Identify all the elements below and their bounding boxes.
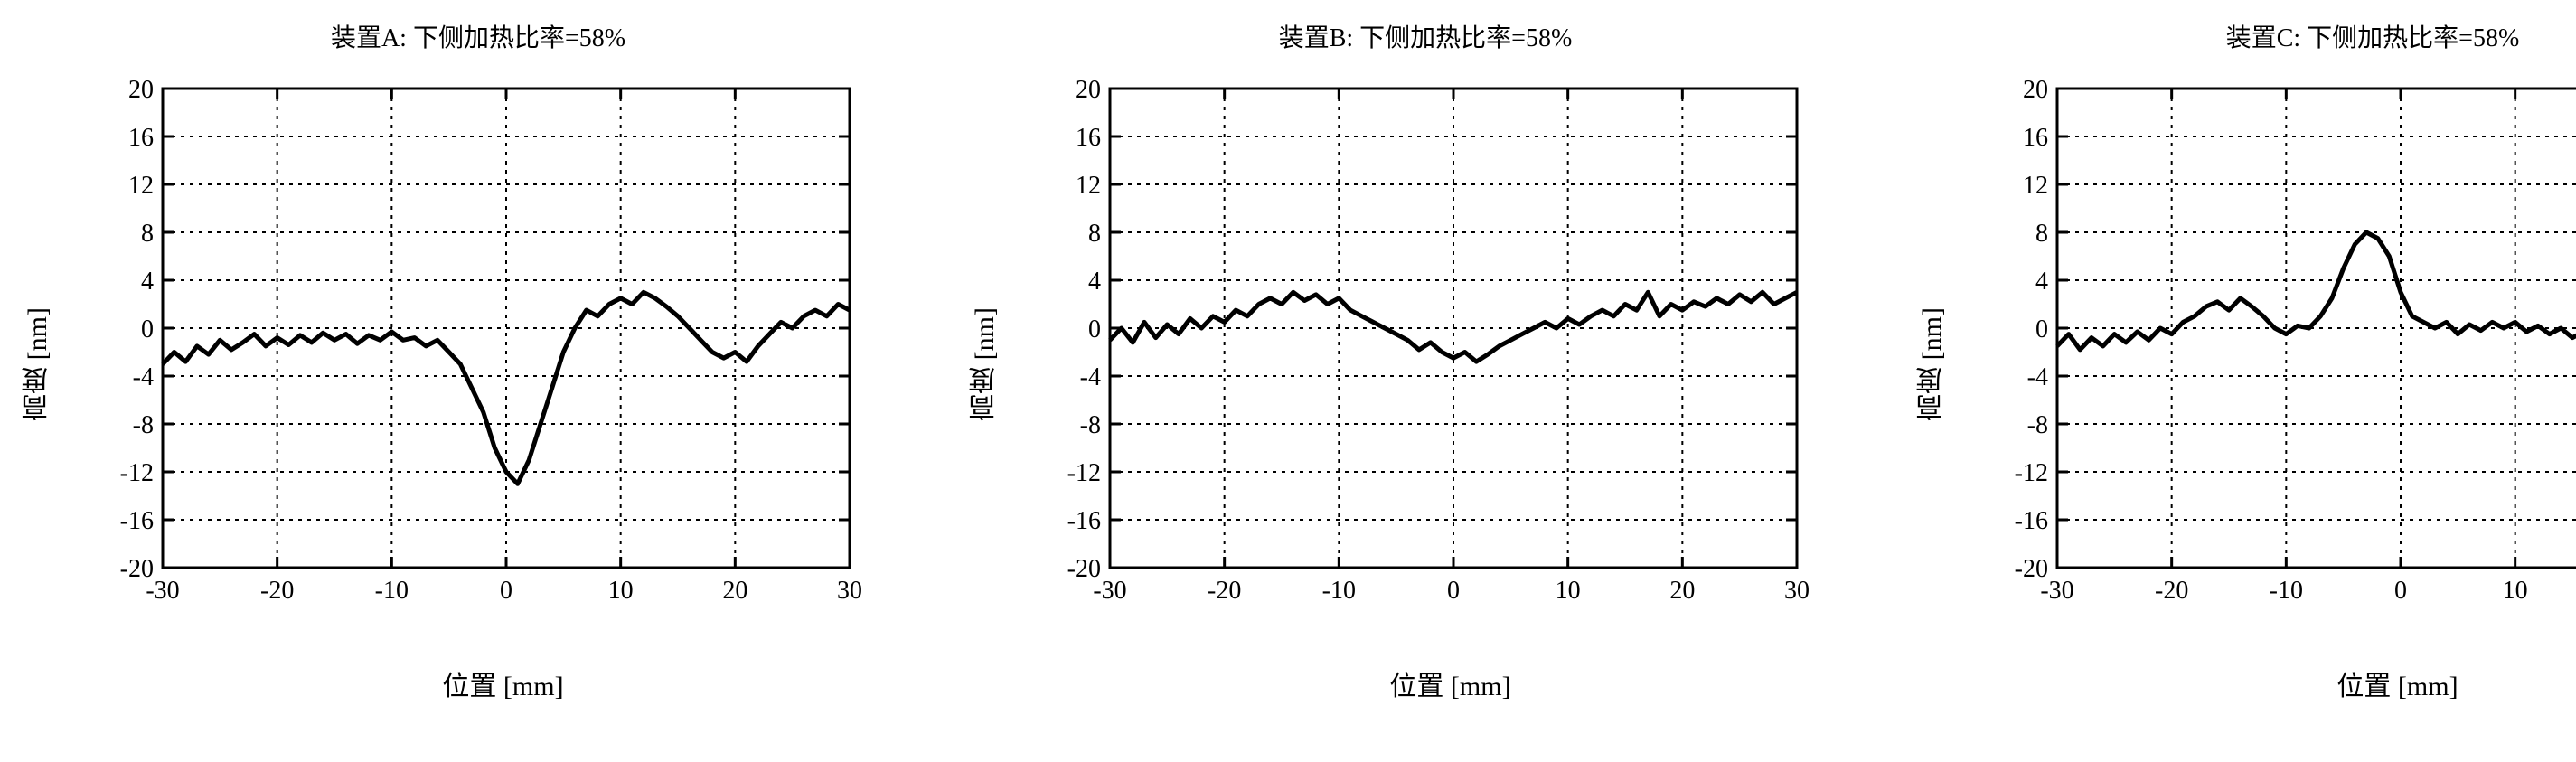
x-axis-label: 位置 [mm] bbox=[2336, 663, 2458, 703]
chart-svg: -20-16-12-8-4048121620-30-20-100102030 bbox=[1958, 71, 2576, 658]
svg-text:-20: -20 bbox=[260, 577, 294, 605]
chart-cell-2: 装置C: 下侧加热比率=58% 高度 [nm] -20 -16 -12 -8 -4 0 4 8 12… bbox=[1913, 18, 2576, 703]
svg-text:-16: -16 bbox=[120, 507, 154, 535]
svg-text:-30: -30 bbox=[1093, 577, 1126, 605]
svg-text:10: 10 bbox=[608, 577, 634, 605]
svg-text:-4: -4 bbox=[2027, 363, 2048, 391]
svg-text:-16: -16 bbox=[1067, 507, 1101, 535]
svg-text:0: 0 bbox=[141, 315, 154, 343]
svg-text:4: 4 bbox=[1088, 268, 1101, 296]
charts-row: 装置A: 下侧加热比率=58% 高度 [nm] -20 -16 -12 -8 -4 0 4 8 12… bbox=[18, 18, 2558, 703]
svg-text:-20: -20 bbox=[1208, 577, 1241, 605]
svg-text:-16: -16 bbox=[2015, 507, 2048, 535]
svg-text:-12: -12 bbox=[1067, 459, 1101, 487]
svg-text:8: 8 bbox=[1088, 220, 1101, 248]
chart-body: 高度 [nm]-20-16-12-8-4048121620-30-20-1001… bbox=[1913, 71, 2576, 658]
svg-text:-30: -30 bbox=[146, 577, 179, 605]
svg-text:0: 0 bbox=[1088, 315, 1101, 343]
x-axis-label: 位置 [mm] bbox=[1389, 663, 1510, 703]
svg-text:20: 20 bbox=[128, 76, 154, 104]
x-axis-label: 位置 [mm] bbox=[442, 663, 563, 703]
svg-text:-20: -20 bbox=[2155, 577, 2188, 605]
svg-text:-12: -12 bbox=[120, 459, 154, 487]
svg-text:10: 10 bbox=[1556, 577, 1581, 605]
chart-body: 高度 [nm]-20-16-12-8-4048121620-30-20-1001… bbox=[18, 71, 938, 658]
svg-text:-4: -4 bbox=[133, 363, 154, 391]
y-axis-label: 高度 [nm] bbox=[18, 307, 58, 421]
chart-cell-0: 装置A: 下侧加热比率=58% 高度 [nm] -20 -16 -12 -8 -4 0 4 8 12… bbox=[18, 18, 938, 703]
svg-text:-8: -8 bbox=[1080, 411, 1101, 439]
svg-text:0: 0 bbox=[500, 577, 512, 605]
svg-text:0: 0 bbox=[2394, 577, 2407, 605]
svg-text:12: 12 bbox=[128, 172, 154, 200]
svg-text:0: 0 bbox=[2035, 315, 2048, 343]
svg-text:-8: -8 bbox=[2027, 411, 2048, 439]
data-series bbox=[2057, 232, 2576, 370]
chart-title: 装置C: 下侧加热比率=58% bbox=[2226, 18, 2520, 54]
svg-text:-10: -10 bbox=[2270, 577, 2303, 605]
svg-text:10: 10 bbox=[2503, 577, 2528, 605]
y-axis-label: 高度 [nm] bbox=[965, 307, 1005, 421]
svg-text:-12: -12 bbox=[2015, 459, 2048, 487]
svg-text:20: 20 bbox=[1076, 76, 1101, 104]
svg-text:0: 0 bbox=[1447, 577, 1460, 605]
svg-text:-10: -10 bbox=[1322, 577, 1356, 605]
svg-text:20: 20 bbox=[2023, 76, 2048, 104]
svg-text:8: 8 bbox=[141, 220, 154, 248]
svg-text:12: 12 bbox=[2023, 172, 2048, 200]
chart-title: 装置A: 下侧加热比率=58% bbox=[331, 18, 625, 54]
svg-text:30: 30 bbox=[1784, 577, 1810, 605]
svg-text:20: 20 bbox=[722, 577, 747, 605]
svg-text:16: 16 bbox=[2023, 124, 2048, 152]
svg-text:20: 20 bbox=[1669, 577, 1695, 605]
y-axis-label: 高度 [nm] bbox=[1913, 307, 1952, 421]
svg-text:-4: -4 bbox=[1080, 363, 1101, 391]
svg-text:-8: -8 bbox=[133, 411, 154, 439]
svg-text:-30: -30 bbox=[2040, 577, 2073, 605]
chart-cell-1: 装置B: 下侧加热比率=58% 高度 [nm] -20 -16 -12 -8 -4 0 4 8 12… bbox=[965, 18, 1885, 703]
chart-body: 高度 [nm]-20-16-12-8-4048121620-30-20-1001… bbox=[965, 71, 1885, 658]
svg-text:4: 4 bbox=[141, 268, 154, 296]
svg-text:-10: -10 bbox=[375, 577, 409, 605]
svg-text:8: 8 bbox=[2035, 220, 2048, 248]
chart-svg: -20-16-12-8-4048121620-30-20-100102030 bbox=[63, 71, 868, 658]
svg-text:16: 16 bbox=[128, 124, 154, 152]
chart-title: 装置B: 下侧加热比率=58% bbox=[1279, 18, 1573, 54]
svg-text:12: 12 bbox=[1076, 172, 1101, 200]
svg-text:4: 4 bbox=[2035, 268, 2048, 296]
svg-text:16: 16 bbox=[1076, 124, 1101, 152]
svg-text:30: 30 bbox=[837, 577, 862, 605]
chart-svg: -20-16-12-8-4048121620-30-20-100102030 bbox=[1011, 71, 1815, 658]
